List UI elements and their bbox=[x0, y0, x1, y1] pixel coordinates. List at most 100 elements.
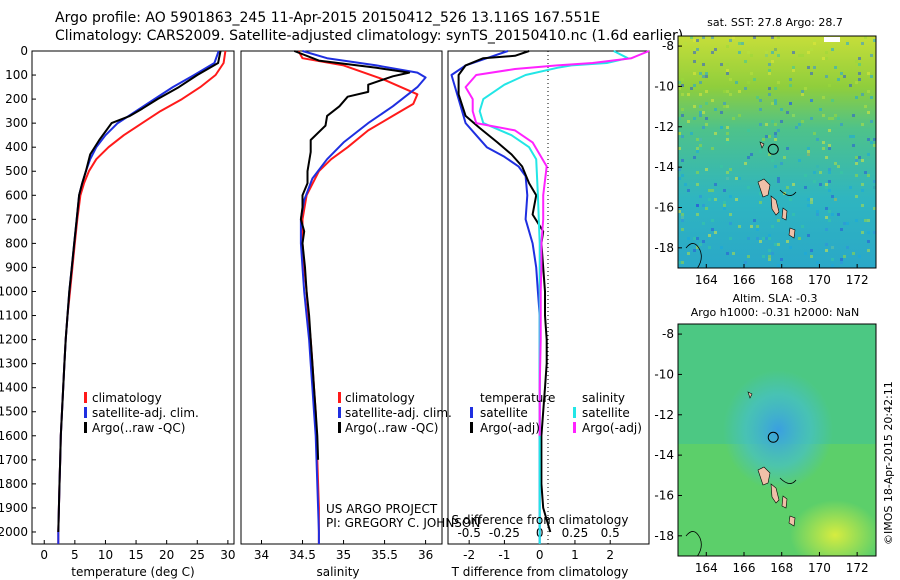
sst-pixel bbox=[777, 177, 780, 180]
sst-pixel bbox=[825, 186, 828, 189]
sst-pixel bbox=[858, 78, 861, 81]
sst-pixel bbox=[828, 147, 831, 150]
sst-pixel bbox=[840, 228, 843, 231]
sst-pixel bbox=[768, 237, 771, 240]
sst-pixel bbox=[729, 93, 732, 96]
sst-pixel bbox=[696, 138, 699, 141]
sst-pixel bbox=[723, 189, 726, 192]
sst-pixel bbox=[708, 246, 711, 249]
sst-pixel bbox=[735, 198, 738, 201]
sst-pixel bbox=[714, 183, 717, 186]
sst-pixel bbox=[702, 126, 705, 129]
sst-pixel bbox=[696, 150, 699, 153]
sst-pixel bbox=[861, 204, 864, 207]
sst-pixel bbox=[804, 174, 807, 177]
sst-pixel bbox=[702, 75, 705, 78]
sst-pixel bbox=[771, 252, 774, 255]
sst-pixel bbox=[834, 198, 837, 201]
legend-right-sal-argo: Argo(-adj) bbox=[582, 421, 642, 435]
sst-pixel bbox=[813, 42, 816, 45]
sst-pixel bbox=[855, 81, 858, 84]
sst-pixel bbox=[873, 231, 876, 234]
sst-pixel bbox=[840, 72, 843, 75]
sst-pixel bbox=[789, 246, 792, 249]
sst-pixel bbox=[828, 84, 831, 87]
sst-pixel bbox=[804, 252, 807, 255]
difference-xlabel: T difference from climatology bbox=[451, 565, 629, 579]
sst-pixel bbox=[831, 48, 834, 51]
map-0-ytick-label-3: -14 bbox=[654, 160, 674, 174]
sst-pixel bbox=[771, 102, 774, 105]
sst-pixel bbox=[834, 162, 837, 165]
sst-pixel bbox=[855, 159, 858, 162]
sst-pixel bbox=[873, 180, 876, 183]
map-sla-subtitle: Argo h1000: -0.31 h2000: NaN bbox=[691, 306, 860, 319]
map-0-xtick-label-4: 172 bbox=[846, 273, 869, 287]
sst-pixel bbox=[837, 117, 840, 120]
sst-pixel bbox=[864, 219, 867, 222]
sst-pixel bbox=[726, 105, 729, 108]
sst-pixel bbox=[783, 156, 786, 159]
sst-pixel bbox=[747, 156, 750, 159]
sst-pixel bbox=[768, 93, 771, 96]
sst-pixel bbox=[825, 57, 828, 60]
sst-pixel bbox=[726, 63, 729, 66]
legend-mid-swatch-satellite bbox=[338, 407, 341, 418]
sst-pixel bbox=[681, 135, 684, 138]
sst-pixel bbox=[681, 159, 684, 162]
sst-pixel bbox=[813, 132, 816, 135]
sst-pixel bbox=[855, 219, 858, 222]
sst-pixel bbox=[828, 180, 831, 183]
sst-pixel bbox=[699, 147, 702, 150]
sst-pixel bbox=[795, 126, 798, 129]
map-sla-islands bbox=[747, 391, 796, 527]
sst-pixel bbox=[726, 252, 729, 255]
sst-pixel bbox=[678, 87, 681, 90]
legend-right-temperature-title: temperature bbox=[480, 391, 555, 405]
sst-pixel bbox=[828, 144, 831, 147]
sst-pixel bbox=[771, 60, 774, 63]
sst-pixel bbox=[810, 48, 813, 51]
sst-pixel bbox=[747, 186, 750, 189]
sst-pixel bbox=[825, 216, 828, 219]
sst-pixel bbox=[696, 204, 699, 207]
legend-mid-satellite: satellite-adj. clim. bbox=[345, 406, 452, 420]
sst-pixel bbox=[822, 114, 825, 117]
sst-pixel bbox=[699, 105, 702, 108]
map-sst-noise bbox=[678, 36, 876, 267]
sst-pixel bbox=[768, 72, 771, 75]
sst-pixel bbox=[696, 213, 699, 216]
sst-pixel bbox=[729, 237, 732, 240]
sst-pixel bbox=[843, 222, 846, 225]
sst-pixel bbox=[687, 93, 690, 96]
sst-pixel bbox=[678, 210, 681, 213]
sst-pixel bbox=[726, 138, 729, 141]
sst-pixel bbox=[696, 147, 699, 150]
xtick-top-label-0: -0.5 bbox=[457, 526, 480, 540]
legend-left-satellite: satellite-adj. clim. bbox=[92, 406, 199, 420]
sst-pixel bbox=[720, 111, 723, 114]
sst-pixel bbox=[744, 162, 747, 165]
sst-pixel bbox=[708, 189, 711, 192]
sst-pixel bbox=[738, 90, 741, 93]
sst-pixel bbox=[831, 258, 834, 261]
series-line-2-salinity-argo-adj- bbox=[464, 50, 650, 436]
sst-pixel bbox=[759, 108, 762, 111]
sst-pixel bbox=[738, 114, 741, 117]
sst-pixel bbox=[687, 252, 690, 255]
map-0-xtick-label-2: 168 bbox=[770, 273, 793, 287]
sst-pixel bbox=[789, 78, 792, 81]
sst-pixel bbox=[813, 171, 816, 174]
sst-pixel bbox=[873, 186, 876, 189]
sst-pixel bbox=[711, 99, 714, 102]
sst-pixel bbox=[699, 114, 702, 117]
sst-pixel bbox=[777, 219, 780, 222]
sst-pixel bbox=[693, 84, 696, 87]
legend-right-sal-satellite: satellite bbox=[582, 406, 630, 420]
sst-pixel bbox=[681, 93, 684, 96]
ytick-label-11: 1100 bbox=[0, 309, 28, 323]
sst-pixel bbox=[828, 189, 831, 192]
sst-pixel bbox=[729, 222, 732, 225]
ytick-label-15: 1500 bbox=[0, 405, 28, 419]
xtick-label-0-3: 15 bbox=[128, 548, 143, 562]
